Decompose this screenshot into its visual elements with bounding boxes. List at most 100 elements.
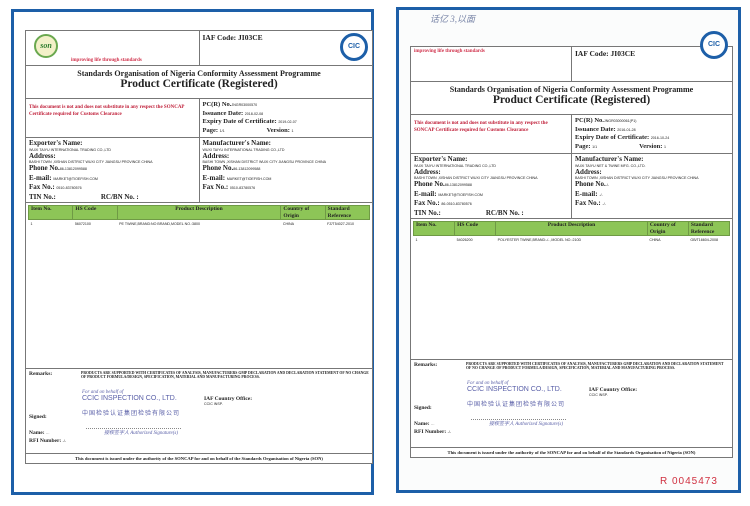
page-value: 1/1 bbox=[592, 144, 598, 149]
remarks-text: PRODUCTS ARE SUPPORTED WITH CERTIFICATES… bbox=[81, 371, 369, 379]
pc-label: PC(R) No. bbox=[202, 101, 232, 108]
product-table: Item No. HS Code Product Description Cou… bbox=[26, 203, 372, 369]
issuance-value: 2018-02-08 bbox=[244, 111, 264, 116]
rfi-label: RFI Number: bbox=[414, 429, 447, 435]
table-row: 1 56072100 PE TWINE,BRAND:NO BRAND,MODEL… bbox=[29, 220, 370, 229]
manufacturer-fax-label: Fax No.: bbox=[202, 183, 229, 191]
name-value: … bbox=[45, 431, 50, 435]
page-label: Page: bbox=[202, 126, 219, 134]
exporter-name: WUXI TAIYU INTERNATIONAL TRADING CO.,LTD bbox=[414, 163, 496, 168]
column-header: Item No. bbox=[412, 221, 456, 236]
standard-reference: FZ/T54027-2010 bbox=[327, 222, 354, 226]
manufacturer-block: Manufacturer's Name: WUXI TAIYU NET & TW… bbox=[571, 154, 732, 218]
version-value: 1 bbox=[291, 128, 294, 133]
item-no: 1 bbox=[30, 222, 33, 226]
issuance-value: 2016-01-28 bbox=[617, 127, 636, 132]
pc-label: PC(R) No. bbox=[575, 117, 604, 124]
manufacturer-phone: -/- bbox=[605, 183, 610, 187]
son-logo: son bbox=[34, 34, 58, 58]
rc-bn-label: RC/BN No. : bbox=[100, 192, 139, 201]
exporter-email-label: E-mail: bbox=[414, 189, 437, 198]
column-header: Standard Reference bbox=[687, 221, 731, 236]
manufacturer-email-label: E-mail: bbox=[202, 173, 226, 182]
country-of-origin: CHINA bbox=[649, 238, 661, 242]
footer-statement: This document is issued under the author… bbox=[26, 453, 372, 463]
exporter-address-label: Address: bbox=[414, 167, 441, 176]
footer-statement: This document is issued under the author… bbox=[411, 447, 732, 457]
version-label: Version: bbox=[639, 142, 663, 150]
manufacturer-phone-label: Phone No. bbox=[202, 164, 234, 172]
page-value: 1/1 bbox=[219, 128, 225, 133]
iaf-office: CCIC INSP. bbox=[589, 393, 608, 397]
tin-label: TIN No.: bbox=[414, 208, 441, 217]
ccic-stamp: For and on behalf of CCIC INSPECTION CO.… bbox=[82, 390, 181, 417]
manufacturer-fax: -/- bbox=[602, 202, 606, 206]
column-header: Country of Origin bbox=[280, 205, 326, 220]
product-description: PE TWINE,BRAND:NO BRAND,MODEL NO.:3800 bbox=[119, 222, 201, 226]
name-label: Name: bbox=[29, 430, 45, 436]
iaf-office-label: IAF Country Office: bbox=[204, 396, 253, 402]
exporter-phone: 86-13812099588 bbox=[444, 183, 472, 187]
manufacturer-address-label: Address: bbox=[575, 167, 602, 176]
hs-code: 54026200 bbox=[456, 238, 473, 242]
issuance-label: Issuance Date: bbox=[575, 125, 616, 133]
handwritten-note: 话亿 3,以面 bbox=[430, 14, 476, 24]
exporter-address: BASHI TOWN ,XISHAN DISTRICT WUXI CITY JI… bbox=[29, 160, 153, 164]
signature-block: For and on behalf of CCIC INSPECTION CO.… bbox=[411, 377, 732, 447]
manufacturer-address: BASHI TOWN ,XISHAN DISTRICT WUXI CITY JI… bbox=[575, 176, 699, 180]
serial-number: R 0045473 bbox=[660, 476, 718, 487]
ccic-stamp: For and on behalf of CCIC INSPECTION CO.… bbox=[467, 381, 566, 408]
exporter-phone-label: Phone No. bbox=[414, 180, 445, 188]
exporter-block: Exporter's Name: WUXI TAIYU INTERNATIONA… bbox=[411, 154, 571, 218]
title-block: Standards Organisation of Nigeria Confor… bbox=[26, 66, 372, 99]
issuance-label: Issuance Date: bbox=[202, 109, 244, 117]
column-header: Standard Reference bbox=[324, 205, 371, 220]
exporter-fax: 86-0510-83780576 bbox=[441, 202, 472, 206]
page-title: Product Certificate (Registered) bbox=[120, 78, 278, 90]
authorized-signature: 授权签字人 Authorized Signature(s) bbox=[86, 428, 181, 436]
exporter-fax: 0510-83780576 bbox=[56, 186, 82, 190]
exporter-address: BASHI TOWN ,XISHAN DISTRICT WUXI CITY JI… bbox=[414, 176, 538, 180]
column-header: Product Description bbox=[495, 221, 648, 236]
expiry-label: Expiry Date of Certificate: bbox=[202, 118, 277, 125]
product-table: Item No. HS Code Product Description Cou… bbox=[411, 219, 732, 360]
manufacturer-phone: 86-13812099588 bbox=[233, 167, 261, 171]
exporter-block: Exporter's Name: WUXI TAIYU INTERNATIONA… bbox=[26, 138, 199, 202]
exporter-fax-label: Fax No.: bbox=[414, 199, 440, 207]
hs-code: 56072100 bbox=[74, 222, 91, 226]
exporter-address-label: Address: bbox=[29, 151, 56, 160]
signed-label: Signed: bbox=[414, 405, 432, 411]
column-header: Product Description bbox=[116, 205, 282, 220]
exporter-phone-label: Phone No. bbox=[29, 164, 60, 172]
signed-label: Signed: bbox=[29, 414, 47, 420]
exporter-email: MARKET@TIOEFISH.COM bbox=[53, 176, 98, 181]
exporter-fax-label: Fax No.: bbox=[29, 183, 55, 191]
customs-notice: This document is not and does not substi… bbox=[29, 105, 185, 117]
authorized-signature: 授权签字人 Authorized Signature(s) bbox=[471, 419, 566, 427]
certificate-header: son improving life through standards IAF… bbox=[26, 31, 372, 66]
expiry-value: 2016-10-24 bbox=[650, 136, 670, 140]
certificate-right: improving life through standards IAF Cod… bbox=[410, 31, 733, 458]
name-label: Name: bbox=[414, 421, 430, 427]
manufacturer-address-label: Address: bbox=[202, 151, 230, 160]
manufacturer-name-label: Manufacturer's Name: bbox=[575, 155, 644, 163]
iaf-office-label: IAF Country Office: bbox=[589, 387, 638, 393]
remarks-label: Remarks: bbox=[29, 371, 53, 377]
column-header: Item No. bbox=[27, 205, 74, 220]
customs-notice: This document is not and does not substi… bbox=[414, 121, 548, 133]
manufacturer-email: -/- bbox=[599, 192, 603, 197]
standard-reference: GB/T16604-2008 bbox=[690, 238, 718, 242]
remarks: Remarks: PRODUCTS ARE SUPPORTED WITH CER… bbox=[411, 360, 732, 377]
iaf-code: IAF Code: JI03CE bbox=[202, 33, 263, 42]
remarks-text: PRODUCTS ARE SUPPORTED WITH CERTIFICATES… bbox=[466, 362, 724, 370]
manufacturer-block: Manufacturer's Name: WUXI TAIYU INTERNAT… bbox=[198, 138, 373, 202]
expiry-value: 2019-02-07 bbox=[278, 120, 297, 124]
manufacturer-name-label: Manufacturer's Name: bbox=[202, 139, 272, 147]
organisation-name: Standards Organisation of Nigeria Confor… bbox=[77, 69, 321, 78]
rfi-label: RFI Number: bbox=[29, 438, 62, 444]
exporter-email-label: E-mail: bbox=[29, 173, 52, 182]
slogan: improving life through standards bbox=[414, 49, 485, 54]
version-label: Version: bbox=[266, 126, 290, 134]
manufacturer-name: WUXI TAIYU INTERNATIONAL TRADING CO.,LTD bbox=[202, 147, 285, 152]
version-value: 1 bbox=[664, 144, 667, 149]
